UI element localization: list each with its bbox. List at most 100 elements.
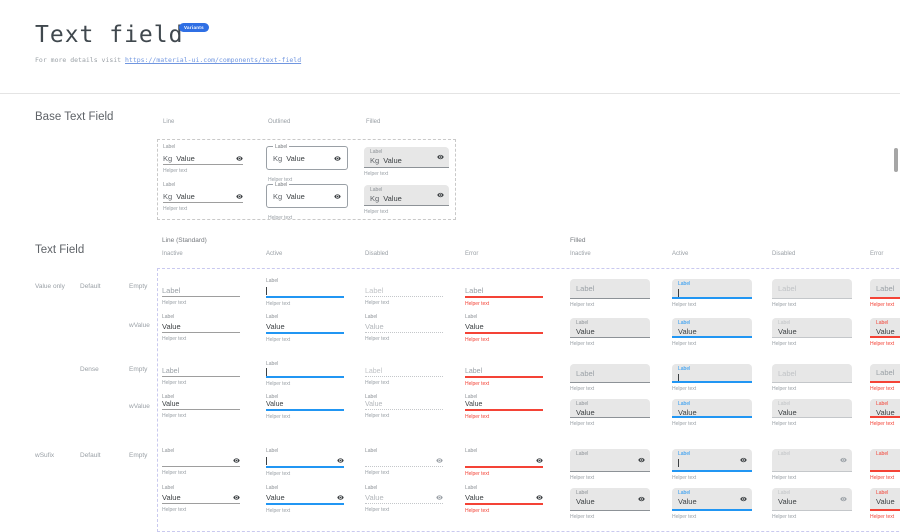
- field-label: Label: [876, 451, 889, 457]
- text-field-line-active-sufix-wvalue[interactable]: Label Value Helper text: [266, 485, 344, 514]
- text-field-line-active-default-wvalue[interactable]: Label Value Helper text: [266, 314, 344, 343]
- field-label: [162, 278, 240, 285]
- text-field-filled-disabled-dense-wvalue[interactable]: Label Value Helper text: [772, 399, 852, 427]
- base-text-field-line[interactable]: Label Kg Value Helper text: [163, 182, 243, 212]
- text-field-line-error-default-wvalue[interactable]: Label Value Helper text: [465, 314, 543, 343]
- text-field-filled-error-default-wvalue[interactable]: Label Value Helper text: [870, 318, 900, 347]
- text-field-line-disabled-sufix-wvalue[interactable]: Label Value Helper text: [365, 485, 443, 513]
- base-text-field-filled[interactable]: Label Kg Value Helper text: [364, 185, 449, 215]
- text-field-filled-disabled-sufix-empty[interactable]: Label Helper text: [772, 449, 852, 481]
- visibility-icon[interactable]: [334, 155, 341, 162]
- row-label-empty: Empty: [129, 366, 148, 373]
- helper-text: Helper text: [465, 414, 490, 420]
- visibility-icon[interactable]: [536, 457, 543, 464]
- text-field-filled-inactive-dense-empty[interactable]: Label Helper text: [570, 364, 650, 392]
- base-text-field-filled[interactable]: Label Kg Value Helper text: [364, 147, 449, 177]
- text-field-filled-disabled-dense-empty[interactable]: Label Helper text: [772, 364, 852, 392]
- text-field-line-inactive-dense-wvalue[interactable]: Label Value Helper text: [162, 394, 240, 419]
- text-field-line-error-default-empty[interactable]: Label Helper text: [465, 278, 543, 307]
- text-field-filled-error-default-empty[interactable]: Label Helper text: [870, 279, 900, 308]
- text-field-filled-active-sufix-wvalue[interactable]: Label Value Helper text: [672, 488, 752, 520]
- text-field-line-inactive-default-empty[interactable]: Label Helper text: [162, 278, 240, 306]
- visibility-icon[interactable]: [337, 494, 344, 501]
- text-field-line-disabled-default-empty[interactable]: Label Helper text: [365, 278, 443, 306]
- text-field-line-inactive-default-wvalue[interactable]: Label Value Helper text: [162, 314, 240, 342]
- visibility-icon[interactable]: [437, 192, 444, 199]
- field-label: Label: [778, 451, 791, 457]
- visibility-icon[interactable]: [436, 457, 443, 464]
- visibility-icon[interactable]: [740, 456, 747, 463]
- filled-col-head-disabled: Disabled: [772, 251, 796, 257]
- visibility-icon[interactable]: [437, 154, 444, 161]
- visibility-icon[interactable]: [840, 496, 847, 503]
- text-field-line-error-sufix-wvalue[interactable]: Label Value Helper text: [465, 485, 543, 514]
- field-value: Value: [162, 322, 181, 331]
- text-field-filled-error-sufix-empty[interactable]: Label Helper text: [870, 449, 900, 481]
- visibility-icon[interactable]: [233, 494, 240, 501]
- field-label: Label: [678, 451, 691, 457]
- base-text-field-line[interactable]: Label Kg Value Helper text: [163, 144, 243, 174]
- text-field-line-error-sufix-empty[interactable]: Label Helper text: [465, 448, 543, 477]
- text-field-filled-inactive-dense-wvalue[interactable]: Label Value Helper text: [570, 399, 650, 427]
- field-value: Value: [465, 322, 484, 331]
- text-field-filled-inactive-sufix-wvalue[interactable]: Label Value Helper text: [570, 488, 650, 520]
- visibility-icon[interactable]: [337, 457, 344, 464]
- text-field-line-inactive-sufix-wvalue[interactable]: Label Value Helper text: [162, 485, 240, 513]
- text-field-filled-active-default-empty[interactable]: Label Helper text: [672, 279, 752, 308]
- field-value: Value: [465, 493, 484, 502]
- field-label: Label: [365, 485, 378, 491]
- text-field-line-disabled-sufix-empty[interactable]: Label Helper text: [365, 448, 443, 476]
- field-label: Label: [162, 286, 181, 295]
- text-field-filled-disabled-default-wvalue[interactable]: Label Value Helper text: [772, 318, 852, 347]
- text-field-filled-active-default-wvalue[interactable]: Label Value Helper text: [672, 318, 752, 347]
- helper-text: Helper text: [365, 470, 390, 476]
- visibility-icon[interactable]: [436, 494, 443, 501]
- field-label: Label: [162, 394, 175, 400]
- helper-text: Helper text: [268, 215, 293, 221]
- text-field-filled-active-dense-empty[interactable]: Label Helper text: [672, 364, 752, 392]
- text-field-filled-active-dense-wvalue[interactable]: Label Value Helper text: [672, 399, 752, 427]
- text-field-filled-inactive-default-empty[interactable]: Label Helper text: [570, 279, 650, 308]
- helper-text: Helper text: [570, 475, 595, 481]
- text-field-line-inactive-sufix-empty[interactable]: Label Helper text: [162, 448, 240, 476]
- field-label: Label: [266, 278, 279, 284]
- text-field-line-active-sufix-empty[interactable]: Label Helper text: [266, 448, 344, 477]
- visibility-icon[interactable]: [236, 155, 243, 162]
- visibility-icon[interactable]: [740, 495, 747, 502]
- text-field-line-disabled-default-wvalue[interactable]: Label Value Helper text: [365, 314, 443, 342]
- helper-text: Helper text: [870, 302, 895, 308]
- field-value: Value: [176, 153, 195, 163]
- scrollbar-thumb[interactable]: [894, 148, 898, 172]
- unit-prefix: Kg: [163, 191, 173, 201]
- text-field-filled-error-sufix-wvalue[interactable]: Label Value Helper text: [870, 488, 900, 520]
- visibility-icon[interactable]: [236, 193, 243, 200]
- text-field-line-active-dense-wvalue[interactable]: Label Value Helper text: [266, 394, 344, 420]
- visibility-icon[interactable]: [334, 193, 341, 200]
- text-field-filled-active-sufix-empty[interactable]: Label Helper text: [672, 449, 752, 481]
- text-field-line-error-dense-empty[interactable]: Label Helper text: [465, 361, 543, 387]
- text-field-line-inactive-dense-empty[interactable]: Label Helper text: [162, 361, 240, 386]
- helper-text: Helper text: [365, 336, 390, 342]
- visibility-icon[interactable]: [638, 496, 645, 503]
- text-field-filled-inactive-default-wvalue[interactable]: Label Value Helper text: [570, 318, 650, 347]
- base-col-head-line: Line: [163, 119, 175, 125]
- text-field-line-active-dense-empty[interactable]: Label Helper text: [266, 361, 344, 387]
- text-field-filled-error-dense-wvalue[interactable]: Label Value Helper text: [870, 399, 900, 427]
- text-field-filled-error-dense-empty[interactable]: Label Helper text: [870, 364, 900, 392]
- visibility-icon[interactable]: [638, 457, 645, 464]
- text-field-filled-disabled-default-empty[interactable]: Label Helper text: [772, 279, 852, 308]
- filled-box: Label Value: [870, 399, 900, 418]
- visibility-icon[interactable]: [840, 457, 847, 464]
- field-underline: [163, 202, 243, 203]
- text-field-line-active-default-empty[interactable]: Label Helper text: [266, 278, 344, 307]
- unit-prefix: Kg: [370, 156, 380, 165]
- visibility-icon[interactable]: [233, 457, 240, 464]
- text-field-line-disabled-dense-empty[interactable]: Label Helper text: [365, 361, 443, 386]
- visibility-icon[interactable]: [536, 494, 543, 501]
- docs-link[interactable]: https://material-ui.com/components/text-…: [125, 56, 302, 64]
- text-field-line-error-dense-wvalue[interactable]: Label Value Helper text: [465, 394, 543, 420]
- field-underline: [365, 503, 443, 504]
- text-field-filled-disabled-sufix-wvalue[interactable]: Label Value Helper text: [772, 488, 852, 520]
- text-field-filled-inactive-sufix-empty[interactable]: Label Helper text: [570, 449, 650, 481]
- text-field-line-disabled-dense-wvalue[interactable]: Label Value Helper text: [365, 394, 443, 419]
